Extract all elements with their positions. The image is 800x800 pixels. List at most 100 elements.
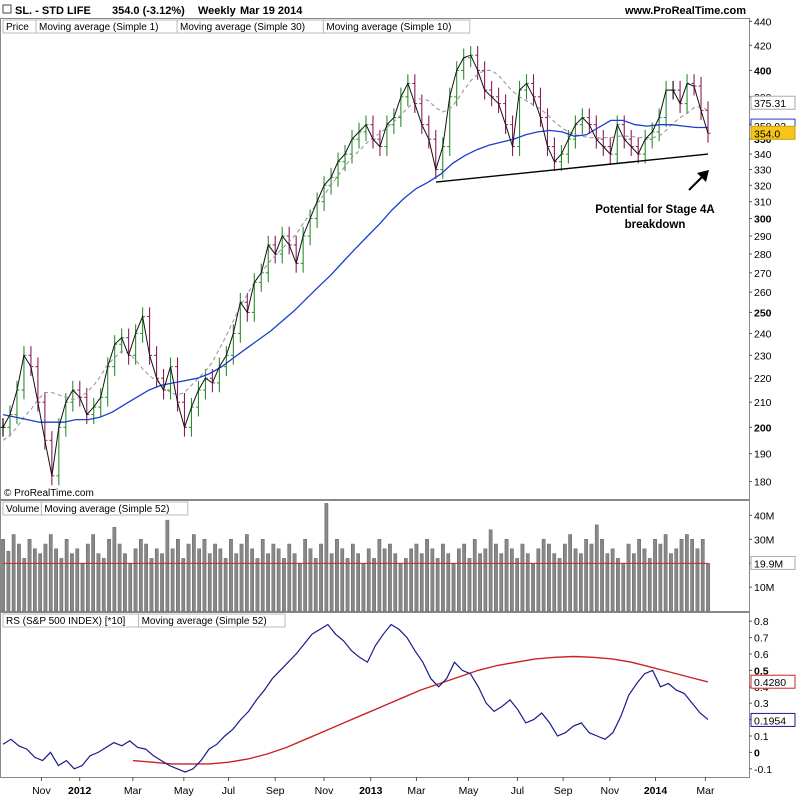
legend-item: Moving average (Simple 52) [44,504,169,515]
legend-box [40,501,189,516]
volume-bar [685,534,689,612]
rs-tick-label: 0.5 [754,665,769,677]
volume-tick-label: 30M [754,534,774,546]
volume-bar [626,543,631,612]
volume-bar [600,539,604,612]
volume-bar [165,519,170,612]
volume-bar [303,539,307,612]
volume-bar [658,543,663,612]
volume-bar [11,534,16,612]
legend-item: Price [6,22,29,33]
ma10-line [2,69,709,441]
volume-tick-label: 40M [754,510,774,522]
volume-bar [33,548,37,612]
legend-box [138,613,286,628]
volume-bar [85,543,90,612]
volume-bar [38,553,42,612]
header-last: 354.0 (-3.12%) [112,5,185,17]
volume-bar [494,543,498,612]
price-tick-label: 280 [754,249,772,261]
price-tick-label: 420 [754,40,772,52]
volume-bar [213,543,217,612]
volume-bar [690,539,694,612]
volume-bar [260,539,265,612]
price-tick-label: 440 [754,16,772,28]
volume-bar [605,553,610,612]
last-value-box [750,674,796,689]
volume-bar [329,553,334,612]
volume-bar [637,539,641,612]
volume-bar [547,543,551,612]
volume-bar [160,553,164,612]
volume-bar [287,543,292,612]
volume-bar [298,563,302,612]
header: SL. - STD LIFE 354.0 (-3.12%) Weekly Mar… [2,4,746,17]
volume-bar [176,539,180,612]
volume-bar [552,553,557,612]
volume-bar [642,548,647,612]
volume-bar [504,539,509,612]
volume-bar [64,539,69,612]
volume-bar [361,563,366,612]
rs-tick-label: 0.8 [754,616,769,628]
rs-tick-label: 0.6 [754,649,769,661]
volume-bar [663,534,668,612]
volume-bar [446,553,451,612]
volume-bar [483,548,488,612]
volume-bar [292,553,297,612]
rs-line [2,623,709,773]
volume-bar [531,563,535,612]
volume-bar [404,558,408,612]
volume-bar [250,548,254,612]
volume-bar [308,548,313,612]
volume-legend: Volume Moving average (Simple 52) [2,501,189,516]
volume-bar [366,548,371,612]
legend-item: Moving average (Simple 1) [39,22,159,33]
x-tick-label: Nov [600,785,619,797]
volume-bar [154,548,159,612]
rs-tick-label: 0 [754,747,760,759]
volume-bar [679,539,684,612]
ma30-line [2,119,708,423]
price-tick-label: 320 [754,180,772,192]
price-tick-label: 210 [754,397,772,409]
volume-bar [393,553,398,612]
volume-bar [695,548,700,612]
volume-bar [202,539,207,612]
volume-bar [700,539,705,612]
header-symbol: SL. - STD LIFE [15,5,91,17]
last-value-label: 354.0 [754,128,780,140]
rs-tick-label: 0.1 [754,731,769,743]
volume-bar [616,558,620,612]
volume-bar [356,553,360,612]
arrow-head-icon [697,170,709,182]
last-value-box [750,712,796,727]
volume-bar [271,543,276,612]
legend-item: Moving average (Simple 30) [180,22,305,33]
volume-bar [377,539,382,612]
volume-bar [223,558,228,612]
volume-bar [563,543,567,612]
volume-bar [229,539,233,612]
header-date: Mar 19 2014 [240,5,303,17]
x-tick-label: 2012 [68,785,92,797]
header-square-icon [2,4,12,14]
rs-legend: RS (S&P 500 INDEX) [*10] Moving average (… [2,613,286,628]
price-tick-label: 250 [754,307,772,319]
last-value-label: 0.4280 [754,677,786,689]
volume-bar [128,563,133,612]
rs-tick-label: -0.1 [754,764,772,776]
volume-bar [467,558,472,612]
price-tick-label: 230 [754,350,772,362]
volume-bar [6,551,11,612]
last-value-box [750,555,796,570]
x-tick-label: Mar [696,785,715,797]
price-tick-label: 190 [754,449,772,461]
volume-bar [669,553,673,612]
volume-bar [22,558,27,612]
last-value-label: 19.9M [754,558,783,570]
volume-bar [138,539,143,612]
volume-bar [91,534,95,612]
volume-bar [234,553,239,612]
